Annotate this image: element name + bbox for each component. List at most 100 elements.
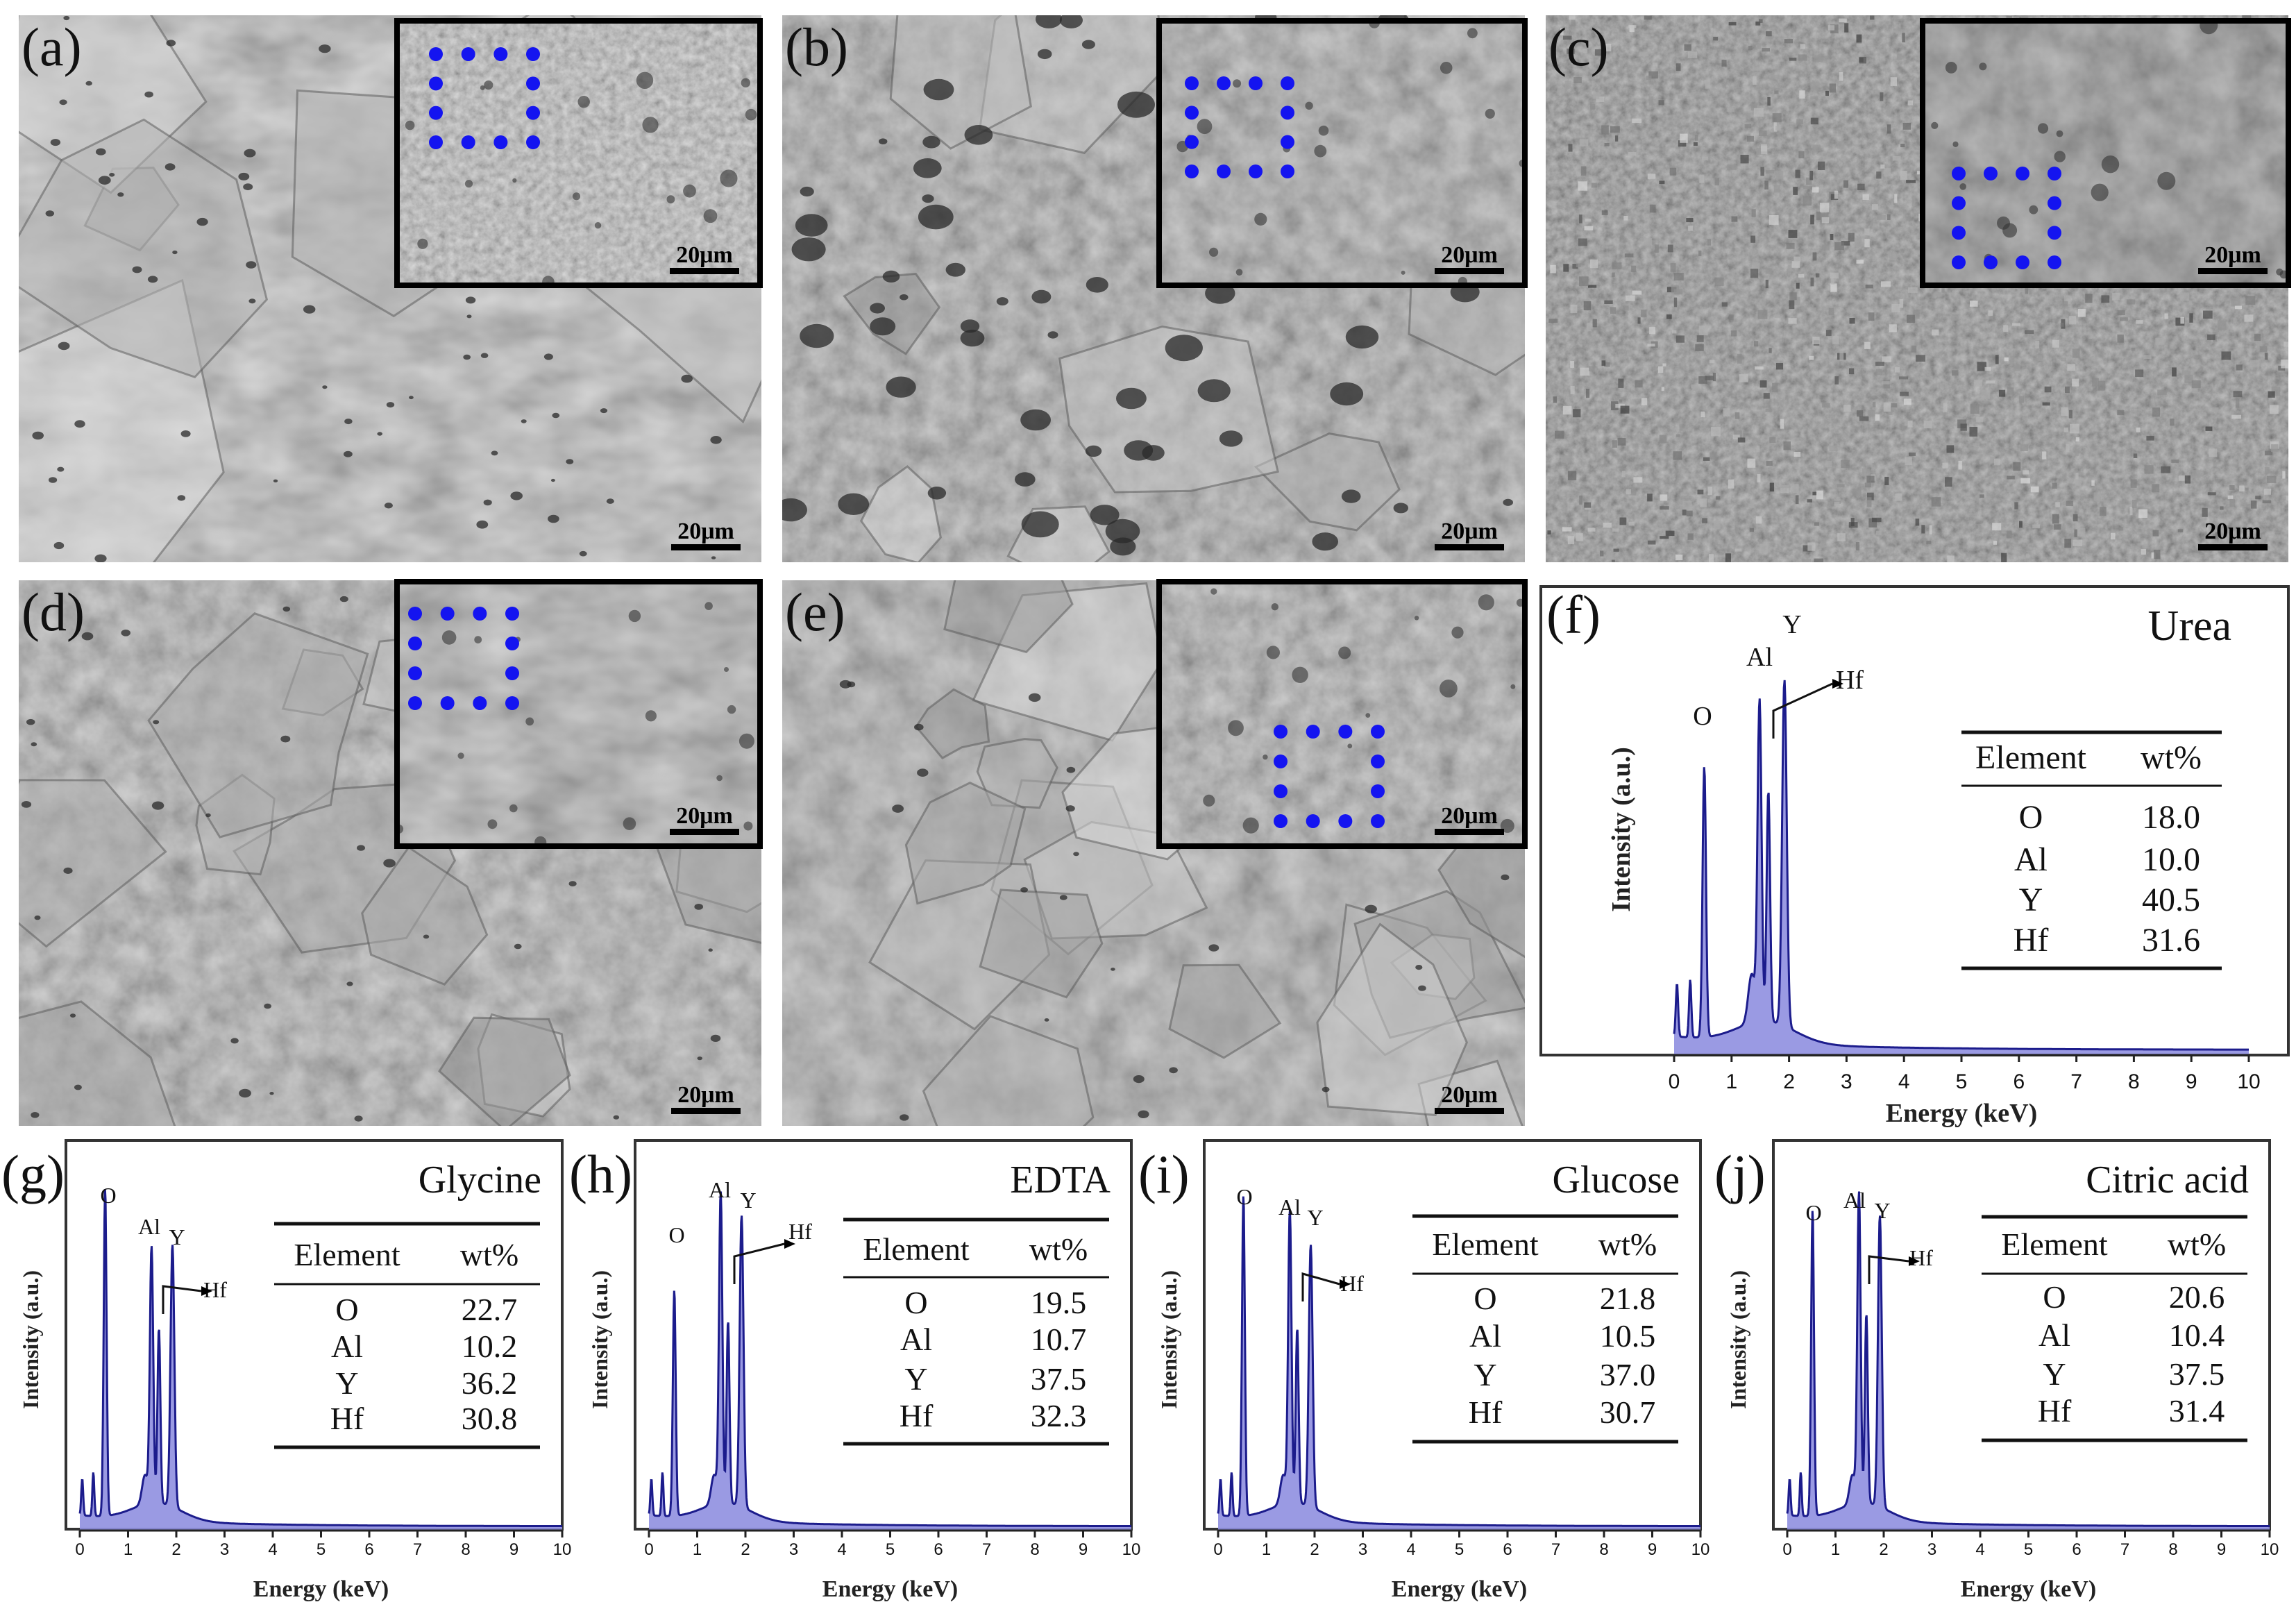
x-tick-label: 5	[886, 1540, 895, 1559]
sem-grain-particle	[1684, 44, 1691, 51]
sem-grain-particle	[1646, 75, 1652, 80]
inset-pore	[2054, 151, 2066, 162]
sem-pore	[1111, 968, 1115, 971]
sem-pore	[800, 323, 834, 348]
sem-grain-particle	[1721, 60, 1727, 67]
sem-grain-particle	[1580, 367, 1590, 376]
sem-grain-particle	[1795, 495, 1799, 505]
sem-grain-particle	[1772, 382, 1778, 393]
sem-grain-particle	[1820, 539, 1825, 548]
sem-pore	[1066, 766, 1076, 773]
sem-grain-particle	[1843, 405, 1851, 412]
table-cell-wt: 19.5	[1031, 1285, 1087, 1320]
sem-grain-particle	[2033, 358, 2038, 362]
x-tick-label: 2	[741, 1540, 750, 1559]
sem-grain-particle	[2088, 339, 2093, 344]
x-tick-label: 1	[693, 1540, 702, 1559]
sem-grain-particle	[2101, 295, 2110, 303]
sem-grain-particle	[1995, 355, 1999, 364]
table-header-element: Element	[1432, 1227, 1538, 1262]
table-header-element: Element	[2001, 1227, 2107, 1262]
sem-grain-particle	[1826, 330, 1832, 337]
eds-chart: 0 1 2 3 4 5 6 7 8 9 10 Energy (keV) Intensity (a.u.)…	[1, 1139, 571, 1602]
sem-grain-particle	[1765, 268, 1773, 274]
sem-grain-particle	[1834, 242, 1844, 251]
inset-pore	[1263, 755, 1268, 760]
sem-grain-particle	[2052, 482, 2057, 489]
sem-pore	[1345, 325, 1379, 349]
sem-grain-particle	[1876, 530, 1882, 535]
sem-grain-particle	[1868, 518, 1877, 528]
sem-grain-particle	[1621, 471, 1626, 478]
sem-grain-particle	[1951, 316, 1959, 321]
inset-pore	[1314, 144, 1327, 158]
sem-grain-particle	[1746, 135, 1754, 142]
marker-dots	[1274, 725, 1385, 828]
sem-grain-particle	[1793, 452, 1801, 457]
table-cell-element: O	[2019, 799, 2043, 836]
hf-arrow-head	[1909, 1256, 1920, 1266]
table-cell-element: O	[1474, 1281, 1496, 1316]
x-tick-label: 9	[2217, 1540, 2226, 1559]
sem-grain-particle	[1647, 540, 1656, 545]
inset-pore	[512, 178, 517, 183]
sem-grain-particle	[1868, 312, 1875, 321]
sem-flake	[860, 465, 942, 562]
sem-grain-particle	[1739, 374, 1748, 382]
sem-grain-particle	[1855, 237, 1862, 248]
sem-grain-particle	[1862, 194, 1869, 201]
x-tick-label: 0	[1669, 1070, 1680, 1093]
table-cell-element: Y	[904, 1361, 927, 1397]
sem-grain-particle	[1613, 548, 1619, 552]
sem-grain-particle	[2178, 475, 2188, 481]
sem-pore	[1059, 15, 1083, 28]
sem-grain-particle	[1877, 215, 1886, 220]
sem-grain-particle	[1759, 130, 1767, 136]
sem-grain-particle	[1907, 287, 1918, 293]
sem-grain-particle	[2007, 475, 2015, 480]
sem-grain-particle	[1994, 458, 2000, 466]
table-header-element: Element	[294, 1237, 400, 1272]
sem-grain-particle	[1686, 473, 1695, 477]
inset-grain	[1159, 582, 1525, 846]
main-scale-bar	[1435, 1108, 1504, 1114]
sem-grain-particle	[2221, 351, 2231, 360]
sem-grain-particle	[2052, 339, 2059, 348]
table-cell-wt: 30.8	[462, 1401, 518, 1436]
sem-pore	[57, 466, 65, 472]
sem-grain-particle	[1788, 264, 1791, 275]
sem-grain-particle	[2157, 473, 2161, 477]
sem-flake	[943, 580, 1074, 654]
sem-grain-particle	[1686, 510, 1693, 516]
sem-grain-particle	[1707, 487, 1713, 496]
sem-grain-particle	[2189, 313, 2193, 323]
sem-grain-particle	[1789, 292, 1797, 301]
y-axis-label: Intensity (a.u.)	[18, 1270, 43, 1409]
sem-grain-particle	[1644, 15, 1652, 20]
sem-grain-particle	[1921, 525, 1925, 534]
marker-dot	[473, 696, 487, 710]
sem-grain-particle	[1648, 71, 1658, 79]
sem-grain-particle	[1610, 126, 1620, 133]
inset-pore	[642, 117, 659, 133]
sem-grain-particle	[2075, 448, 2079, 457]
sem-grain-particle	[1862, 468, 1870, 477]
sem-grain-particle	[1872, 517, 1882, 523]
marker-dot	[1952, 226, 1966, 240]
inset-pore	[480, 85, 485, 90]
x-tick-label: 0	[1782, 1540, 1791, 1559]
x-tick-label: 10	[1691, 1540, 1710, 1559]
sem-pore	[180, 430, 191, 437]
sem-grain-particle	[2136, 557, 2141, 562]
sem-grain-particle	[1749, 528, 1754, 532]
inset-pore	[2037, 123, 2049, 134]
table-cell-element: Al	[2014, 841, 2048, 878]
sem-grain-particle	[2075, 472, 2079, 480]
sem-grain-particle	[1579, 214, 1582, 224]
table-header-wt: wt%	[460, 1237, 518, 1272]
sem-grain-particle	[1837, 141, 1844, 149]
inset-pore	[1292, 666, 1308, 683]
sem-grain-particle	[1570, 361, 1575, 368]
inset-pore	[738, 733, 754, 749]
sem-grain-particle	[1666, 314, 1672, 319]
